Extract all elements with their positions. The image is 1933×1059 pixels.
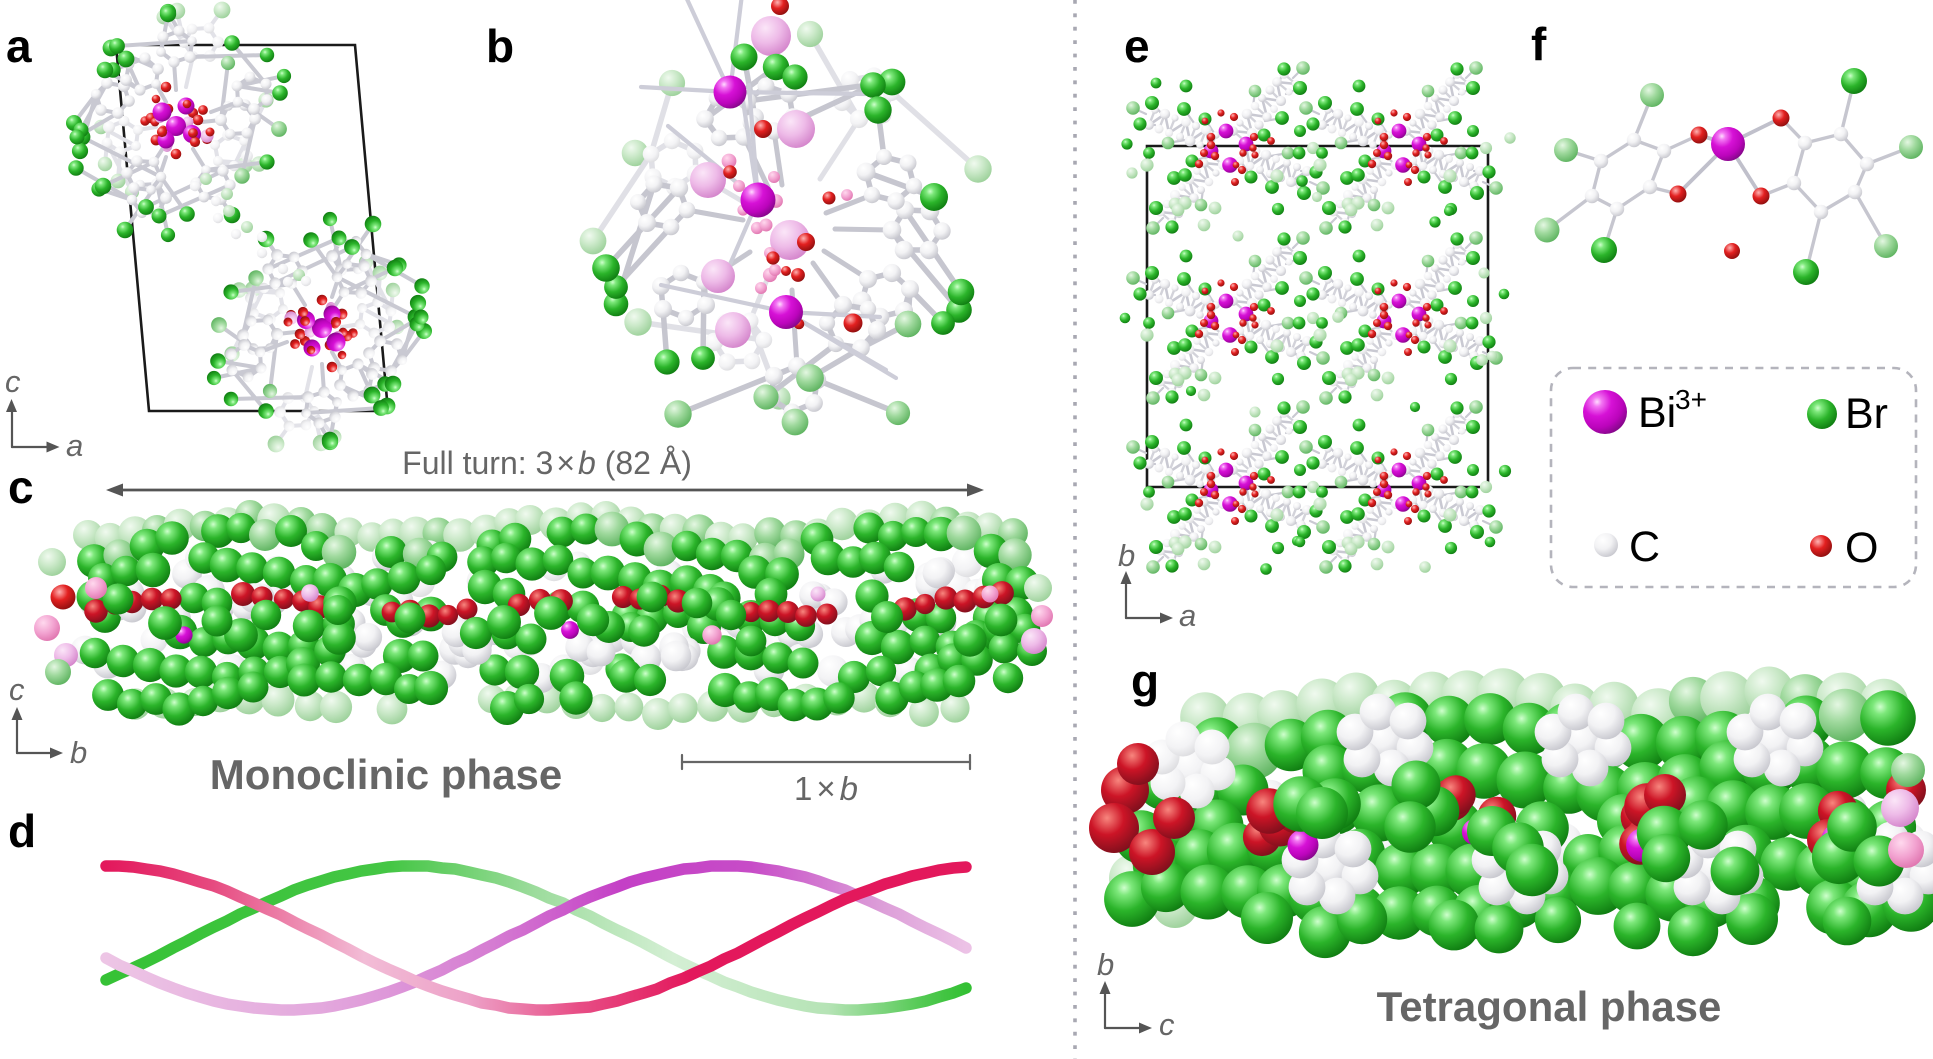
svg-text:a: a: [66, 428, 83, 463]
svg-text:Tetragonal phase: Tetragonal phase: [1377, 983, 1722, 1030]
svg-text:b: b: [1118, 538, 1135, 573]
svg-text:e: e: [1124, 20, 1150, 72]
svg-text:Monoclinic phase: Monoclinic phase: [210, 751, 562, 798]
svg-text:1×b: 1 × b: [794, 770, 858, 807]
svg-text:b: b: [1097, 947, 1114, 982]
svg-text:d: d: [8, 805, 36, 857]
svg-text:O: O: [1845, 524, 1878, 572]
svg-text:f: f: [1531, 18, 1547, 70]
svg-text:3+: 3+: [1675, 384, 1707, 415]
svg-text:Bi: Bi: [1638, 389, 1676, 437]
svg-text:a: a: [1179, 598, 1196, 633]
svg-text:b: b: [486, 20, 514, 72]
svg-text:C: C: [1629, 523, 1660, 571]
svg-text:g: g: [1131, 655, 1159, 707]
svg-text:Br: Br: [1845, 390, 1888, 438]
svg-text:b: b: [70, 735, 87, 770]
svg-text:c: c: [8, 461, 34, 513]
svg-text:c: c: [1159, 1007, 1175, 1042]
svg-text:c: c: [5, 364, 21, 399]
svg-text:Full turn: 3×b (82 Å): Full turn: 3×b (82 Å): [402, 445, 692, 481]
svg-text:c: c: [9, 672, 25, 707]
svg-text:a: a: [6, 20, 32, 72]
